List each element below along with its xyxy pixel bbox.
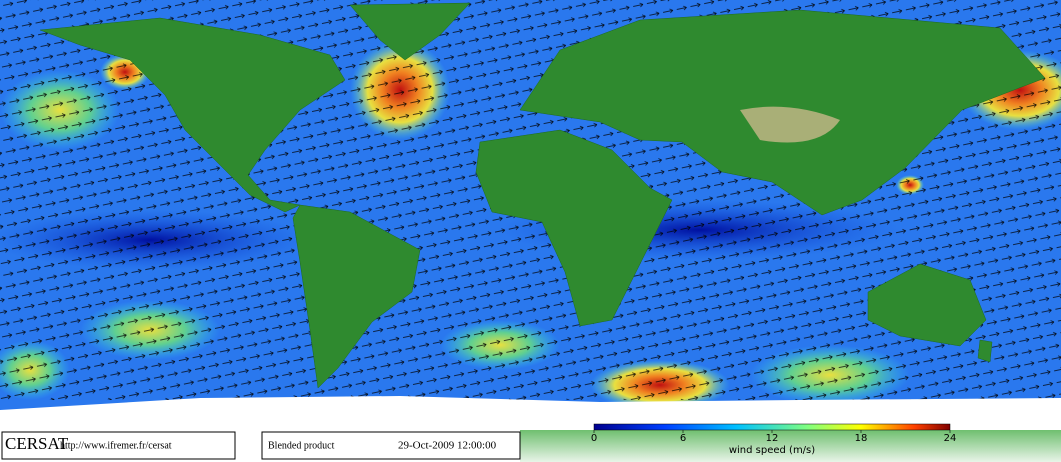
- antarctica: [520, 430, 1061, 462]
- product-box: [261, 431, 521, 460]
- sea-ice: [0, 396, 1061, 430]
- colorbar-tick-label: 6: [680, 433, 686, 444]
- colorbar-tick-label: 24: [944, 433, 957, 444]
- continents: [39, 2, 1046, 389]
- timestamp: 29-Oct-2009 12:00:00: [398, 440, 497, 452]
- logo-name: CERSAT: [5, 434, 69, 453]
- colorbar-tick-label: 18: [855, 433, 868, 444]
- colorbar-tick-label: 0: [591, 433, 597, 444]
- colorbar: [593, 423, 951, 431]
- colorbar-ticks: 0 6 12 18 24: [591, 430, 957, 444]
- colorbar-label: wind speed (m/s): [729, 445, 815, 456]
- logo-box: [1, 431, 236, 460]
- logo-url[interactable]: http://www.ifremer.fr/cersat: [60, 440, 172, 451]
- product-name: Blended product: [268, 440, 335, 451]
- colorbar-tick-label: 12: [766, 433, 779, 444]
